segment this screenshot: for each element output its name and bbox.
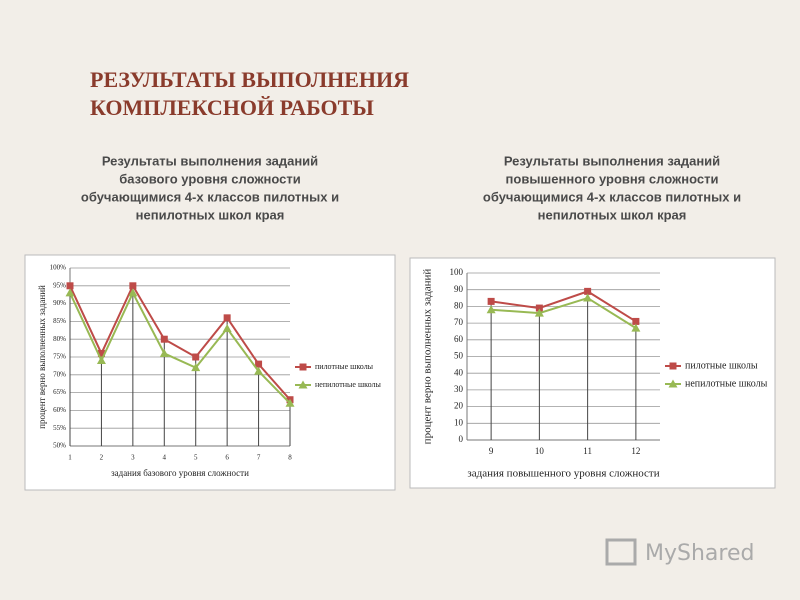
y-tick-label: 100 xyxy=(450,267,464,277)
y-tick-label: 100% xyxy=(50,264,67,272)
y-axis-label: процент верно выполненных заданий xyxy=(422,269,434,445)
y-tick-label: 90 xyxy=(454,284,464,294)
chart-caption: обучающимися 4-х классов пилотных и xyxy=(483,189,741,204)
point xyxy=(254,366,264,375)
series-line xyxy=(69,290,291,404)
y-tick-label: 50% xyxy=(53,442,66,450)
y-axis-label: процент верно выполненных заданий xyxy=(37,285,47,429)
point xyxy=(486,305,496,314)
point xyxy=(223,314,231,322)
series-line xyxy=(69,283,291,401)
y-tick-label: 55% xyxy=(53,424,66,432)
x-tick-label: 6 xyxy=(225,454,229,462)
series-line xyxy=(491,296,637,329)
legend-marker xyxy=(668,379,678,388)
x-tick-label: 5 xyxy=(194,454,198,462)
point xyxy=(632,317,640,325)
y-tick-label: 95% xyxy=(53,281,66,289)
point xyxy=(631,323,641,332)
y-tick-label: 0 xyxy=(459,434,464,444)
point xyxy=(535,304,543,312)
x-tick-label: 4 xyxy=(163,454,167,462)
x-tick-label: 7 xyxy=(257,454,261,462)
x-tick-label: 12 xyxy=(631,446,640,456)
chart-caption: базового уровня сложности xyxy=(119,171,301,186)
y-tick-label: 80% xyxy=(53,335,66,343)
point xyxy=(128,288,138,297)
legend-label: пилотные школы xyxy=(685,360,758,371)
legend-marker xyxy=(298,380,308,389)
x-tick-label: 10 xyxy=(535,446,545,456)
point xyxy=(191,363,201,372)
y-tick-label: 65% xyxy=(53,388,66,396)
y-tick-label: 40 xyxy=(454,367,464,377)
chart-caption: Результаты выполнения заданий xyxy=(504,153,720,168)
chart-caption: повышенного уровня сложности xyxy=(506,171,719,186)
chart-caption: непилотных школ края xyxy=(136,207,285,222)
legend-label: непилотные школы xyxy=(315,380,382,389)
chart-caption: обучающимися 4-х классов пилотных и xyxy=(81,189,339,204)
y-tick-label: 70% xyxy=(53,370,66,378)
point xyxy=(255,360,263,368)
y-tick-label: 80 xyxy=(454,300,464,310)
point xyxy=(97,349,105,357)
chart-caption: Результаты выполнения заданий xyxy=(102,153,318,168)
y-tick-label: 50 xyxy=(454,351,464,361)
x-tick-label: 3 xyxy=(131,454,135,462)
x-axis-label: задания базового уровня сложности xyxy=(111,468,249,478)
y-tick-label: 30 xyxy=(454,384,464,394)
y-tick-label: 20 xyxy=(454,401,464,411)
y-tick-label: 85% xyxy=(53,317,66,325)
point xyxy=(66,282,74,290)
x-tick-label: 9 xyxy=(489,446,494,456)
point xyxy=(222,324,232,333)
y-tick-label: 90% xyxy=(53,299,66,307)
series-line xyxy=(490,290,637,323)
point xyxy=(285,398,295,407)
point xyxy=(534,308,544,317)
point xyxy=(65,288,75,297)
legend-label: пилотные школы xyxy=(315,362,374,371)
x-tick-label: 8 xyxy=(288,454,292,462)
chart-caption: непилотных школ края xyxy=(538,207,687,222)
y-tick-label: 70 xyxy=(454,317,464,327)
x-tick-label: 2 xyxy=(100,454,104,462)
slide-title: КОМПЛЕКСНОЙ РАБОТЫ xyxy=(90,95,374,120)
point xyxy=(584,287,592,295)
y-tick-label: 60 xyxy=(454,334,464,344)
legend-label: непилотные школы xyxy=(685,378,768,389)
slide-title: РЕЗУЛЬТАТЫ ВЫПОЛНЕНИЯ xyxy=(90,67,409,92)
point xyxy=(160,335,168,343)
x-tick-label: 1 xyxy=(68,454,72,462)
point xyxy=(96,356,106,365)
legend-marker xyxy=(669,362,677,370)
x-axis-label: задания повышенного уровня сложности xyxy=(467,468,659,480)
point xyxy=(192,353,200,361)
y-tick-label: 75% xyxy=(53,353,66,361)
point xyxy=(487,297,495,305)
x-tick-label: 11 xyxy=(583,446,592,456)
watermark-icon xyxy=(605,538,637,566)
point xyxy=(129,282,137,290)
y-tick-label: 10 xyxy=(454,417,464,427)
y-tick-label: 60% xyxy=(53,406,66,414)
point xyxy=(159,348,169,357)
watermark: MyShared xyxy=(645,541,754,566)
point xyxy=(583,293,593,302)
chart-frame xyxy=(24,254,396,491)
legend-marker xyxy=(299,363,307,371)
